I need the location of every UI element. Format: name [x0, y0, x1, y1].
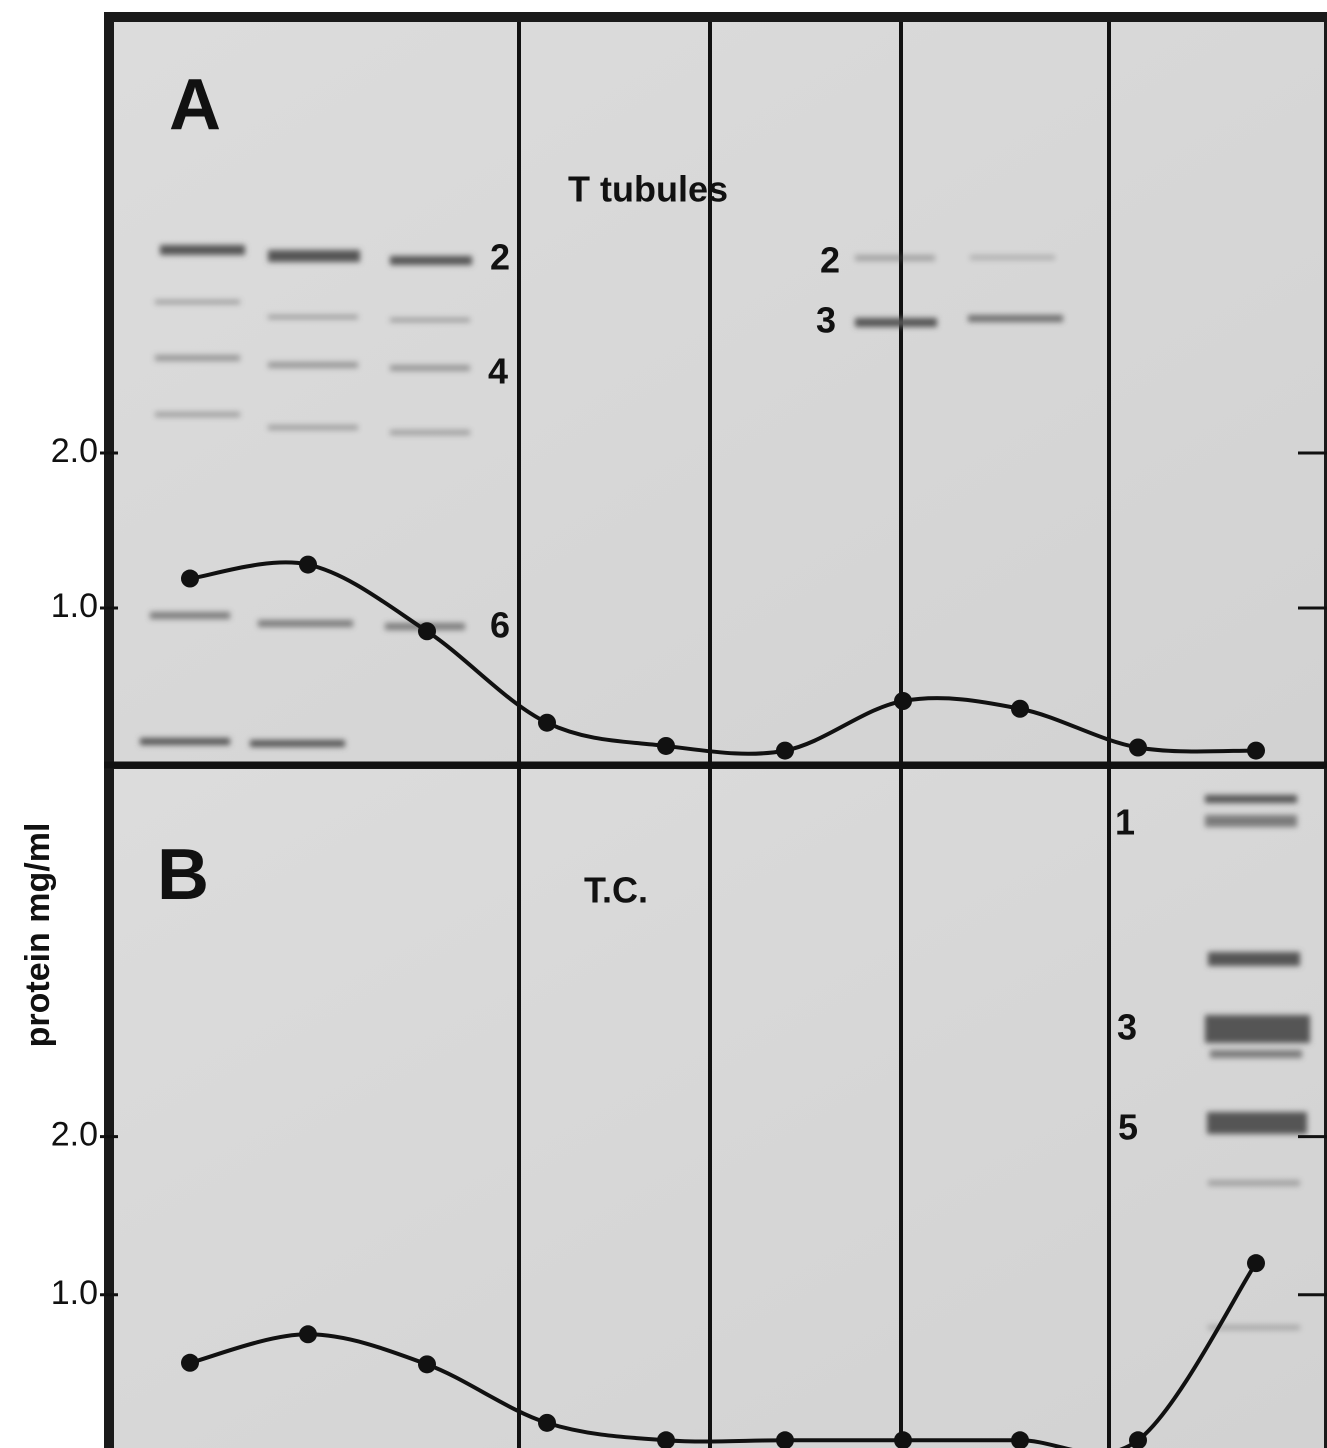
data-point	[538, 1413, 556, 1432]
data-point	[181, 569, 199, 588]
data-point	[299, 1325, 317, 1344]
data-line	[189, 1262, 1258, 1448]
data-point	[181, 1353, 199, 1372]
y-tick-label: 1.0	[51, 1274, 98, 1312]
data-point	[657, 736, 675, 755]
data-point	[1129, 1431, 1147, 1448]
y-axis-label: protein mg/ml	[19, 823, 57, 1048]
data-point	[418, 622, 436, 641]
data-point	[1129, 738, 1147, 757]
panel-a	[114, 22, 1324, 762]
data-point	[1247, 741, 1265, 760]
band-label: 4	[488, 351, 508, 392]
data-point	[776, 741, 794, 760]
band-label: 6	[490, 605, 510, 646]
data-point	[1011, 699, 1029, 718]
y-tick-label: 2.0	[51, 1116, 98, 1154]
data-point	[894, 692, 912, 710]
panel-b	[114, 769, 1324, 1448]
data-point	[776, 1431, 794, 1448]
panel-subtitle: T.C.	[584, 870, 648, 911]
data-point	[538, 713, 556, 732]
data-point	[657, 1431, 675, 1448]
data-point	[894, 1431, 912, 1448]
data-point	[1011, 1431, 1029, 1448]
band-label: 2	[490, 237, 510, 278]
gel-bands	[140, 245, 1310, 1330]
data-point	[1247, 1254, 1265, 1273]
panel-title: B	[157, 835, 209, 915]
panel-title: A	[169, 65, 221, 145]
panel-subtitle: T tubules	[568, 169, 728, 210]
band-label: 5	[1118, 1107, 1138, 1148]
y-tick-label: 1.0	[51, 587, 98, 625]
band-label: 3	[1117, 1007, 1137, 1048]
band-label: 1	[1115, 802, 1135, 843]
band-label: 3	[816, 300, 836, 341]
data-point	[418, 1355, 436, 1374]
data-line	[189, 560, 1257, 756]
y-tick-label: 2.0	[51, 432, 98, 470]
data-point	[299, 555, 317, 574]
band-label: 2	[820, 240, 840, 281]
